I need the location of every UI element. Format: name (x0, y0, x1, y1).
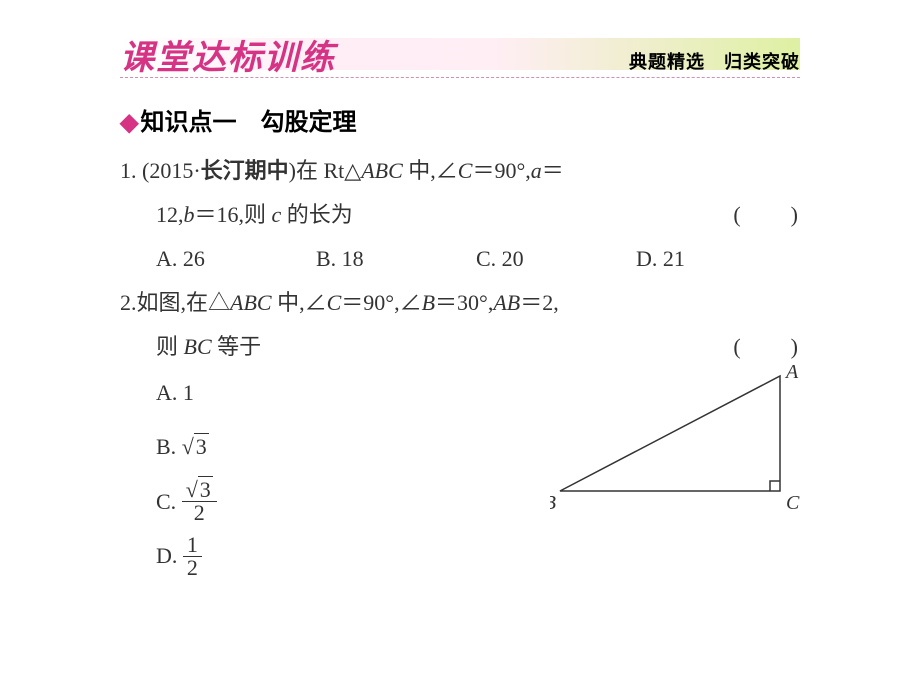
svg-text:B: B (550, 492, 556, 511)
q2-t1: 如图,在△ (137, 290, 231, 315)
q2-c-prefix: C. (156, 489, 182, 514)
q1-l2a: 12, (156, 202, 184, 227)
q2-b-rad: 3 (194, 433, 209, 459)
q2-tri: ABC (230, 290, 272, 315)
q1-a: a (531, 158, 542, 183)
svg-text:A: A (784, 361, 799, 383)
q2-eq2: ＝30°, (435, 290, 493, 315)
q1-eq1: ＝90°, (472, 158, 530, 183)
q1-t1: 在 Rt△ (296, 158, 361, 183)
q2-number: 2. (120, 290, 137, 315)
q1-choice-d: D. 21 (636, 237, 796, 281)
q1-choice-c: C. 20 (476, 237, 636, 281)
q2-b-sqrt: √3 (182, 423, 209, 471)
q1-number: 1. (120, 158, 137, 183)
q1-line2: 12,b＝16,则 c 的长为 ( ) A. 26 B. 18 C. 20 D.… (120, 193, 800, 281)
q1-choice-b: B. 18 (316, 237, 476, 281)
q2-t2: 中,∠ (272, 290, 327, 315)
q2-eq3: ＝2, (520, 290, 559, 315)
q1-l2b: 的长为 (281, 202, 353, 227)
q1-C: C (458, 158, 473, 183)
worksheet-page: 课堂达标训练 典题精选 归类突破 ◆知识点一 勾股定理 1. (2015·长汀期… (0, 0, 920, 690)
q2-d-den: 2 (183, 557, 202, 579)
banner-subtitle: 典题精选 归类突破 (629, 48, 800, 74)
q1-choice-a: A. 26 (156, 237, 316, 281)
q1-source-kai: 长汀期中 (201, 158, 289, 183)
q1-line2-row: 12,b＝16,则 c 的长为 ( ) (156, 193, 800, 237)
q1-c: c (272, 202, 282, 227)
q1-eq2: ＝ (542, 158, 564, 183)
question-2: 2.如图,在△ABC 中,∠C＝90°,∠B＝30°,AB＝2, 则 BC 等于… (120, 281, 800, 581)
q1-source-suffix: ) (289, 158, 296, 183)
svg-text:C: C (786, 492, 800, 511)
q2-C: C (327, 290, 342, 315)
q2-c-num-rad: 3 (198, 476, 213, 502)
q1-eq3: ＝16,则 (195, 202, 272, 227)
q2-eq1: ＝90°,∠ (341, 290, 421, 315)
q1-source-prefix: (2015· (142, 158, 201, 183)
q1-b: b (184, 202, 195, 227)
q2-choice-d: D. 12 (156, 532, 800, 580)
q2-l2a: 则 (156, 334, 184, 359)
q1-choices: A. 26 B. 18 C. 20 D. 21 (156, 237, 800, 281)
q2-line2-text: 则 BC 等于 (156, 325, 261, 369)
q2-c-frac: √32 (182, 479, 217, 524)
section-header: ◆知识点一 勾股定理 (120, 102, 800, 137)
q1-tri: ABC (361, 158, 403, 183)
question-1: 1. (2015·长汀期中)在 Rt△ABC 中,∠C＝90°,a＝ 12,b＝… (120, 149, 800, 281)
section-topic: 勾股定理 (260, 109, 356, 136)
q2-d-prefix: D. (156, 543, 183, 568)
q2-c-den: 2 (182, 502, 217, 524)
q2-c-num: √3 (182, 479, 217, 502)
diamond-icon: ◆ (120, 109, 138, 136)
q2-b-prefix: B. (156, 434, 182, 459)
q2-BC: BC (184, 334, 212, 359)
section-label: 知识点一 (140, 109, 236, 136)
banner-underline (120, 77, 800, 78)
q2-AB: AB (493, 290, 520, 315)
triangle-diagram: A B C (550, 361, 800, 511)
q1-line2-text: 12,b＝16,则 c 的长为 (156, 193, 353, 237)
q2-d-frac: 12 (183, 534, 202, 579)
banner: 课堂达标训练 典题精选 归类突破 (120, 30, 800, 82)
q2-l2b: 等于 (212, 334, 262, 359)
banner-title: 课堂达标训练 (120, 30, 336, 79)
q1-t2: 中,∠ (403, 158, 458, 183)
q2-B: B (422, 290, 435, 315)
q2-d-num: 1 (183, 534, 202, 557)
q1-paren: ( ) (733, 193, 800, 237)
